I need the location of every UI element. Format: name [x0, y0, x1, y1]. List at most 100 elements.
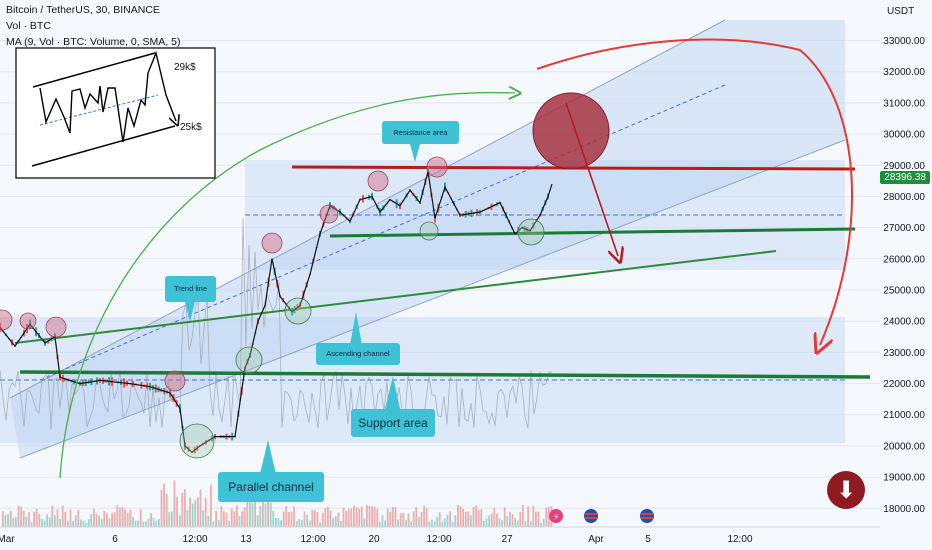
- volume-bar: [472, 507, 475, 527]
- touch-marker: [261, 232, 283, 254]
- y-tick-label: 26000.00: [883, 254, 925, 265]
- volume-bar: [249, 500, 251, 527]
- inset-upper-line: [32, 52, 156, 88]
- volume-bar: [199, 489, 202, 527]
- volume-bar: [35, 508, 38, 527]
- volume-bar: [503, 507, 506, 527]
- volume-bar: [264, 503, 267, 527]
- volume-bar: [225, 512, 228, 527]
- volume-bar: [399, 513, 402, 527]
- inset-lower-label: 25k$: [180, 122, 202, 133]
- volume-bar: [368, 505, 371, 527]
- y-tick-label: 27000.00: [883, 223, 925, 234]
- volume-bar: [116, 505, 119, 527]
- volume-bar: [397, 519, 399, 527]
- volume-bar: [342, 507, 345, 527]
- volume-bar: [181, 492, 184, 527]
- volume-bar: [535, 511, 537, 527]
- volume-bar: [540, 522, 542, 527]
- volume-bar: [51, 505, 54, 527]
- volume-bar: [412, 511, 415, 527]
- volume-bar: [54, 515, 56, 527]
- volume-bar: [150, 513, 152, 527]
- touch-marker: [319, 204, 339, 224]
- y-tick-label: 29000.00: [883, 161, 925, 172]
- volume-bar: [423, 505, 425, 527]
- volume-bar: [215, 510, 217, 527]
- trend-line[interactable]: [14, 250, 777, 344]
- down-arrow-icon[interactable]: ⬇: [827, 471, 865, 509]
- volume-bar: [433, 521, 436, 527]
- volume-bar: [139, 509, 142, 527]
- x-tick-label: 13: [240, 534, 252, 545]
- support-line-upper[interactable]: [329, 227, 856, 238]
- volume-bar: [290, 511, 293, 527]
- x-tick-label: 5: [645, 534, 651, 545]
- y-tick-label: 33000.00: [883, 36, 925, 47]
- volume-bar: [329, 510, 332, 527]
- volume-bar: [61, 505, 64, 527]
- volume-bar: [67, 520, 69, 527]
- volume-bar: [87, 519, 90, 527]
- price-axis[interactable]: 18000.00 19000.00 20000.00 21000.00 22000.00…: [883, 36, 925, 515]
- x-tick-label: 20: [368, 534, 380, 545]
- volume-bar: [321, 513, 324, 527]
- volume-bar: [516, 520, 519, 527]
- volume-bar: [459, 506, 462, 527]
- time-axis[interactable]: Mar 6 12:00 13 12:00 20 12:00 27 Apr 5 12:00: [0, 534, 753, 545]
- volume-bar: [77, 509, 80, 527]
- x-tick-label: 12:00: [727, 534, 752, 545]
- volume-bar: [506, 515, 509, 527]
- volume-bar: [358, 508, 360, 527]
- callout-pointers: [185, 144, 420, 474]
- resistance-zone-circle: [532, 92, 610, 170]
- volume-bar: [306, 514, 308, 527]
- volume-bar: [43, 520, 46, 527]
- inset-lower-line: [31, 125, 176, 167]
- volume-bar: [251, 502, 254, 527]
- volume-bar: [522, 505, 524, 527]
- volume-bar: [477, 510, 480, 527]
- volume-bar: [402, 513, 405, 527]
- volume-bar: [379, 522, 381, 527]
- volume-bar: [514, 518, 516, 527]
- support-line-lower[interactable]: [19, 370, 871, 379]
- volume-bar: [275, 517, 277, 527]
- x-tick-label: 12:00: [426, 534, 451, 545]
- volume-bar: [464, 511, 467, 527]
- volume-bar: [288, 512, 290, 527]
- volume-bar: [48, 517, 51, 527]
- volume-bar: [347, 509, 350, 527]
- volume-bar: [93, 508, 95, 527]
- volume-bar: [246, 486, 249, 527]
- volume-bar: [22, 510, 25, 527]
- price-line: [0, 171, 553, 453]
- us-flag-icon: [584, 509, 598, 523]
- volume-bar: [527, 506, 529, 527]
- volume-bar: [134, 520, 137, 527]
- volume-bar: [230, 508, 233, 527]
- volume-bar: [228, 521, 230, 527]
- volume-bar: [132, 516, 134, 527]
- volume-bar: [108, 518, 111, 527]
- volume-bar: [197, 497, 199, 527]
- volume-bar: [142, 521, 145, 527]
- svg-text:⚡: ⚡: [553, 513, 559, 523]
- volume-bar: [20, 506, 22, 527]
- volume-bar: [2, 511, 4, 527]
- volume-bar: [178, 515, 181, 527]
- volume-bar: [386, 508, 389, 527]
- volume-bar: [457, 505, 459, 527]
- volume-bar: [217, 520, 220, 527]
- trend-line-callout: Trend line: [165, 276, 216, 302]
- volume-bar: [69, 509, 72, 527]
- volume-bar: [30, 522, 33, 527]
- rise-arrow: [59, 93, 515, 479]
- volume-bar: [301, 520, 303, 527]
- volume-bar: [38, 513, 41, 527]
- volume-bar: [111, 513, 113, 527]
- inset-mid-line: [39, 94, 159, 126]
- volume-bar: [438, 512, 441, 527]
- volume-bar: [467, 511, 470, 527]
